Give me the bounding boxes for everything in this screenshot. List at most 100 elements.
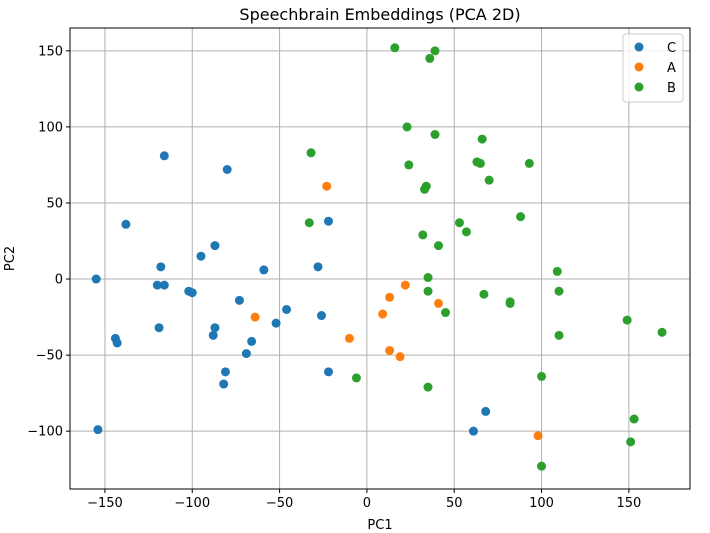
data-point-a (395, 352, 405, 362)
data-point-c (481, 406, 491, 416)
data-point-c (159, 151, 169, 161)
data-point-a (434, 298, 444, 308)
legend-marker-a (634, 62, 644, 72)
data-point-c (91, 274, 101, 284)
data-point-b (351, 373, 361, 383)
x-tick-label: −50 (266, 496, 293, 511)
data-point-b (402, 122, 412, 132)
legend: CAB (622, 33, 684, 103)
data-point-c (323, 216, 333, 226)
data-point-b (554, 286, 564, 296)
data-point-c (93, 425, 103, 435)
data-point-b (434, 241, 444, 251)
data-point-b (430, 46, 440, 56)
data-point-a (533, 431, 543, 441)
data-point-c (323, 367, 333, 377)
data-point-b (304, 218, 314, 228)
data-point-a (385, 292, 395, 302)
y-tick-label: 150 (38, 44, 63, 59)
y-axis-label: PC2 (3, 246, 18, 271)
data-point-b (505, 298, 515, 308)
x-tick-label: 0 (363, 496, 371, 511)
data-points (91, 43, 667, 471)
x-tick-label: −100 (174, 496, 210, 511)
y-tick-label: −50 (36, 349, 63, 364)
legend-marker-c (634, 42, 644, 52)
data-point-c (222, 164, 232, 174)
data-point-b (622, 315, 632, 325)
data-point-b (423, 273, 433, 283)
data-point-c (234, 295, 244, 305)
data-point-b (554, 330, 564, 340)
data-point-c (468, 426, 478, 436)
y-tick-label: 0 (55, 273, 63, 288)
data-point-a (250, 312, 260, 322)
data-point-b (306, 148, 316, 158)
data-point-b (537, 461, 547, 471)
data-point-c (210, 241, 220, 251)
chart-title: Speechbrain Embeddings (PCA 2D) (239, 5, 520, 24)
data-point-c (152, 280, 162, 290)
data-point-c (112, 338, 122, 348)
data-point-c (241, 349, 251, 359)
data-point-b (477, 134, 487, 144)
data-point-b (629, 414, 639, 424)
data-point-c (219, 379, 229, 389)
legend-label-b: B (667, 81, 676, 96)
data-point-b (423, 286, 433, 296)
data-point-b (418, 230, 428, 240)
data-point-b (420, 184, 430, 194)
data-point-a (322, 181, 332, 191)
data-point-c (154, 323, 164, 333)
data-point-c (220, 367, 230, 377)
data-point-a (378, 309, 388, 319)
data-point-c (247, 336, 257, 346)
data-point-b (537, 371, 547, 381)
plot-frame (69, 27, 691, 490)
data-point-b (404, 160, 414, 170)
x-tick-label: −150 (87, 496, 123, 511)
data-point-a (344, 333, 354, 343)
y-tick-label: 100 (38, 120, 63, 135)
data-point-c (121, 219, 131, 229)
x-tick-label: 50 (446, 496, 463, 511)
y-tick-label: 50 (46, 196, 63, 211)
data-point-b (423, 382, 433, 392)
legend-label-a: A (667, 61, 676, 76)
data-point-c (313, 262, 323, 272)
x-axis-label: PC1 (367, 518, 392, 533)
data-point-b (440, 308, 450, 318)
y-tick-label: −100 (27, 425, 63, 440)
x-tick-label: 100 (529, 496, 554, 511)
legend-marker-b (634, 82, 644, 92)
axis-ticks: −150 −100 −50 0 50 100 150 −100 −50 0 50 100 150 (27, 44, 641, 511)
data-point-c (282, 304, 292, 314)
data-point-c (210, 323, 220, 333)
data-point-b (390, 43, 400, 53)
data-point-c (159, 280, 169, 290)
data-point-b (516, 212, 526, 222)
data-point-c (259, 265, 269, 275)
data-point-b (454, 218, 464, 228)
data-point-c (156, 262, 166, 272)
data-point-b (657, 327, 667, 337)
data-point-a (385, 346, 395, 356)
x-tick-label: 150 (616, 496, 641, 511)
data-point-b (479, 289, 489, 299)
data-point-c (196, 251, 206, 261)
data-point-c (271, 318, 281, 328)
data-point-b (430, 130, 440, 140)
data-point-b (626, 437, 636, 447)
data-point-b (484, 175, 494, 185)
data-point-b (524, 158, 534, 168)
legend-label-c: C (667, 41, 676, 56)
data-point-c (316, 311, 326, 321)
data-point-b (475, 158, 485, 168)
grid (70, 28, 690, 489)
data-point-c (208, 330, 218, 340)
data-point-a (400, 280, 410, 290)
data-point-b (552, 266, 562, 276)
data-point-c (187, 288, 197, 298)
